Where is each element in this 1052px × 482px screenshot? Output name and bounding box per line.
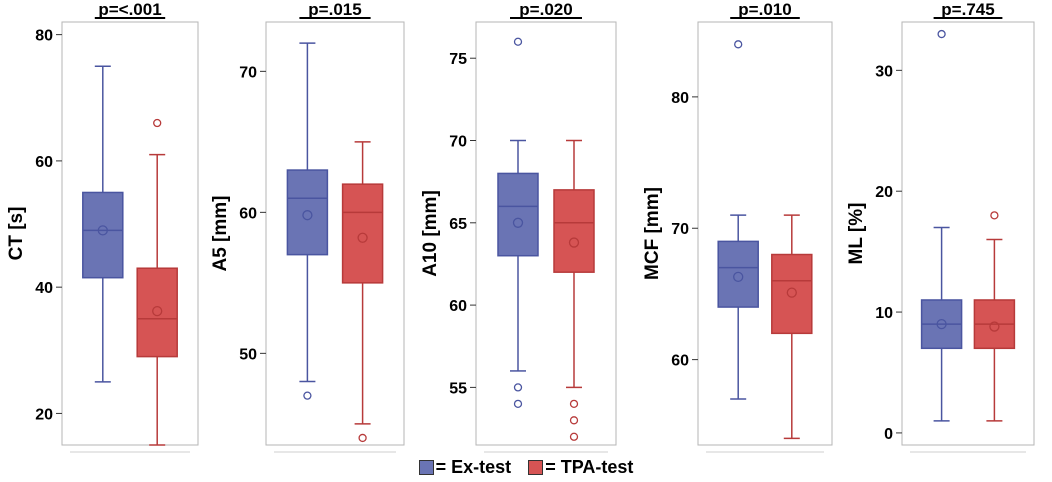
panel5-tpa-mean-marker <box>989 321 1000 332</box>
panel2-ex-mean-marker <box>302 210 313 221</box>
legend-item-tpa: = TPA-test <box>528 457 633 478</box>
panel4-y-axis-label: MCF [mm] <box>642 187 663 280</box>
panel5-tpa-outlier <box>990 211 999 220</box>
panel2-ex-box <box>286 169 329 256</box>
panel3-ytick-label: 65 <box>449 216 467 233</box>
panel3-tpa-box <box>553 189 595 273</box>
panel3-ytick-label: 75 <box>449 51 467 68</box>
panel3-tpa-outlier <box>569 432 579 441</box>
panel3-frame <box>475 21 617 446</box>
panel1-tpa-outlier <box>153 118 162 128</box>
panel1-pvalue-label: p=<.001 <box>98 0 161 19</box>
panel3-ytick-label: 55 <box>449 380 467 397</box>
panel1-ex-mean-marker <box>97 225 108 236</box>
panel3-tpa-outlier <box>569 399 579 409</box>
panel1-tpa-box <box>136 267 178 358</box>
panel1-ytick-label: 20 <box>35 406 53 423</box>
legend-item-ex: = Ex-test <box>418 457 512 478</box>
panel2-tpa-outlier <box>358 433 367 443</box>
legend-prefix-tpa: = <box>545 457 556 477</box>
panel3-ytick-label: 70 <box>449 134 467 151</box>
panel4-ytick-label: 70 <box>671 221 689 238</box>
panel1-frame <box>61 21 199 446</box>
panel2-pvalue-label: p=.015 <box>308 0 361 19</box>
panel1-ytick-label: 80 <box>35 28 53 45</box>
panel3-ytick-label: 60 <box>449 298 467 315</box>
panel2-ytick-label: 60 <box>239 205 257 222</box>
panel5-ytick-label: 0 <box>884 426 893 443</box>
panel1-tpa-mean-marker <box>152 306 163 317</box>
panel3-ex-mean-marker <box>512 217 524 228</box>
panel2-y-axis-label: A5 [mm] <box>210 195 231 271</box>
panel3-tpa-mean-marker <box>568 237 580 248</box>
panel2-frame <box>265 21 405 446</box>
panel5-ytick-label: 30 <box>875 63 893 80</box>
panel1-ytick-label: 60 <box>35 154 53 171</box>
legend: = Ex-test = TPA-test <box>0 457 1052 480</box>
panel5-ex-outlier <box>937 29 946 39</box>
panel1-y-axis-label: CT [s] <box>6 207 27 261</box>
panel2-ytick-label: 70 <box>239 64 257 81</box>
panel5-ex-mean-marker <box>936 318 947 330</box>
legend-label-tpa: TPA-test <box>560 457 634 477</box>
legend-swatch-tpa <box>528 460 544 475</box>
panel5-frame <box>901 21 1035 446</box>
panel4-tpa-mean-marker <box>786 287 797 298</box>
panel3-pvalue-label: p=.020 <box>519 0 572 19</box>
panel4-ex-outlier <box>734 40 743 49</box>
panel3-ex-outlier <box>513 37 523 46</box>
panel3-ex-outlier <box>513 399 523 409</box>
panel5-ytick-label: 20 <box>875 184 893 201</box>
panel5-ytick-label: 10 <box>875 305 893 322</box>
panel2-ex-outlier <box>303 391 312 400</box>
panel4-frame <box>697 21 833 446</box>
panel4-pvalue-label: p=.010 <box>738 0 791 19</box>
panel5-pvalue-label: p=.745 <box>941 0 994 19</box>
legend-label-ex: Ex-test <box>451 457 512 477</box>
panel3-y-axis-label: A10 [mm] <box>420 190 441 277</box>
panel4-ex-box <box>717 240 759 308</box>
panel4-ytick-label: 60 <box>671 353 689 370</box>
panel3-ex-outlier <box>513 383 523 392</box>
panel5-y-axis-label: ML [%] <box>846 203 867 265</box>
boxplot-panels: 20 40 60 80 CT [s] p=<.001 50 60 70 A5 [mm] p=.015… <box>6 0 1035 453</box>
panel2-tpa-mean-marker <box>357 232 368 243</box>
panel2-ytick-label: 50 <box>239 346 257 363</box>
panel3-tpa-outlier <box>569 416 579 425</box>
panel3-ex-box <box>497 172 539 257</box>
panel2-tpa-box <box>341 183 384 284</box>
legend-swatch-ex <box>418 460 434 475</box>
panel4-ytick-label: 80 <box>671 90 689 107</box>
panel4-ex-mean-marker <box>733 271 744 283</box>
panel4-tpa-box <box>771 253 813 335</box>
legend-prefix-ex: = <box>435 457 447 477</box>
panel1-ytick-label: 40 <box>35 280 53 297</box>
